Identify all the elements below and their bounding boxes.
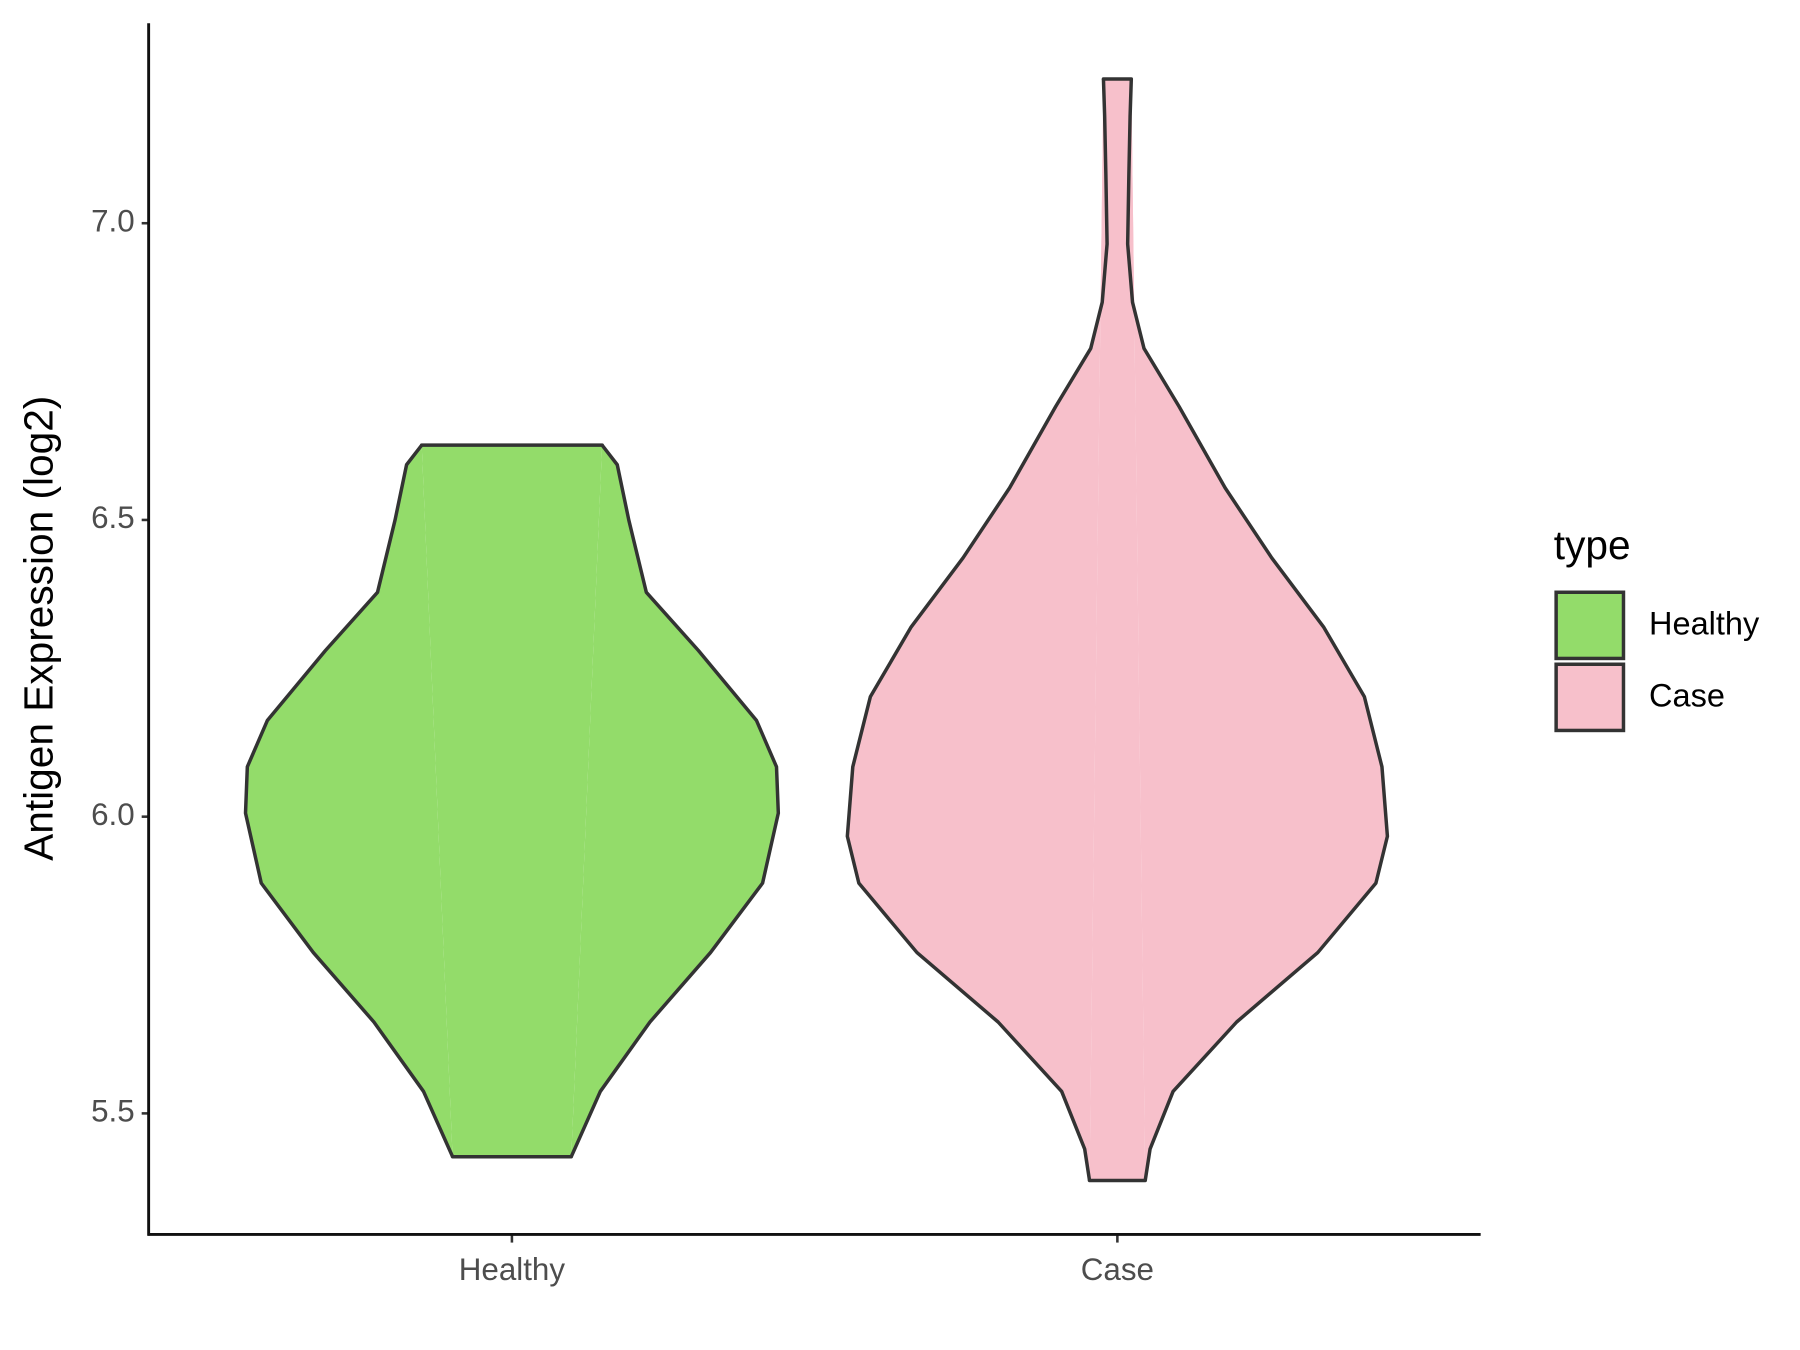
violin-left	[845, 78, 1109, 1181]
legend-title: type	[1554, 522, 1631, 568]
violin-right	[569, 444, 781, 1158]
y-tick-label: 6.0	[91, 797, 135, 832]
legend-label: Case	[1649, 678, 1725, 714]
legend-key	[1554, 662, 1626, 733]
legend-key	[1554, 590, 1626, 661]
legend-label: Healthy	[1649, 606, 1760, 642]
y-axis-title: Antigen Expression (log2)	[16, 396, 62, 861]
violin	[243, 443, 781, 1159]
y-tick-label: 7.0	[91, 203, 135, 238]
violin-right	[1125, 78, 1390, 1181]
y-tick-label: 6.5	[91, 500, 135, 535]
x-tick-label: Case	[1081, 1252, 1154, 1287]
violin-core	[421, 445, 603, 1157]
x-tick-label: Healthy	[459, 1252, 566, 1287]
violin	[845, 77, 1390, 1183]
y-tick-label: 5.5	[91, 1094, 135, 1129]
violin-core	[1089, 79, 1146, 1181]
violin-left	[243, 444, 455, 1158]
